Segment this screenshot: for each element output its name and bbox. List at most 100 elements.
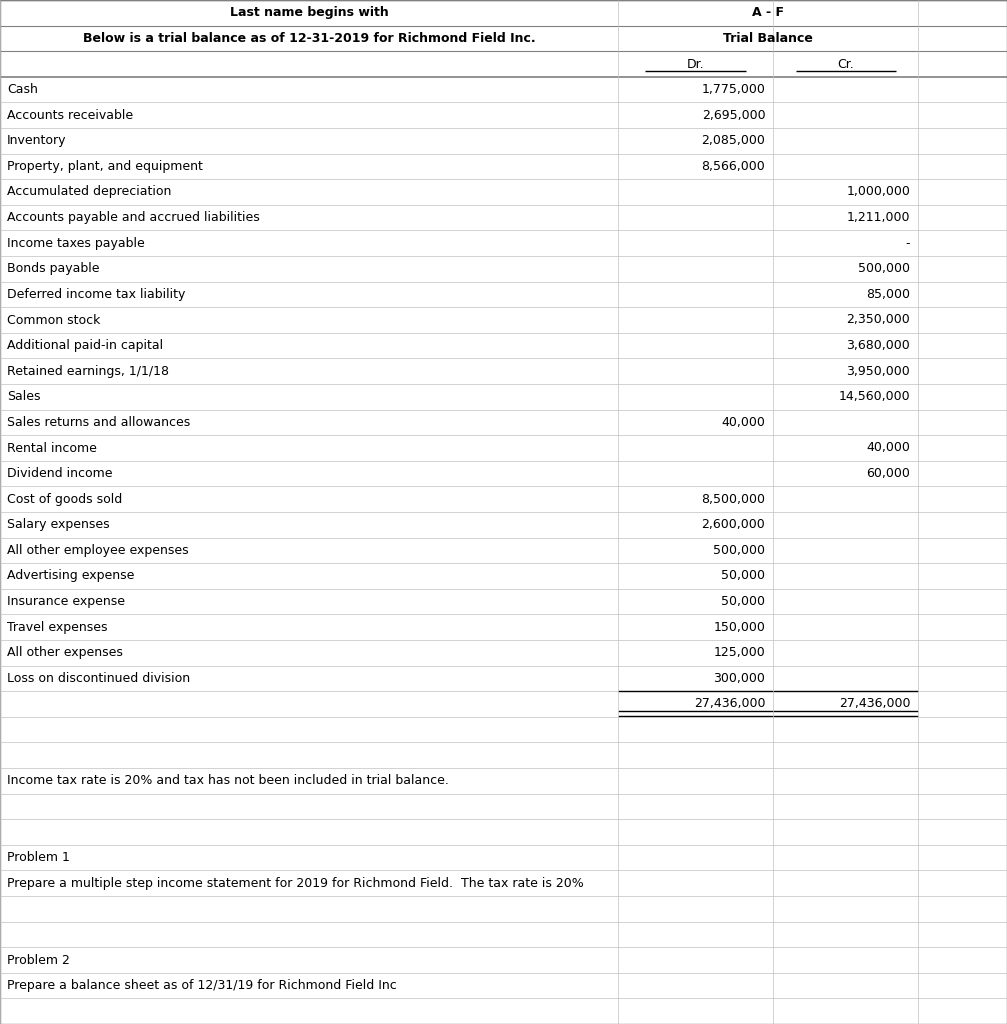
Text: 500,000: 500,000 xyxy=(858,262,910,275)
Bar xyxy=(0,486,618,512)
Bar xyxy=(0,307,618,333)
Bar xyxy=(773,256,918,282)
Bar xyxy=(618,410,773,435)
Bar xyxy=(0,589,618,614)
Bar xyxy=(0,77,618,102)
Bar xyxy=(918,845,1007,870)
Bar xyxy=(918,973,1007,998)
Bar xyxy=(773,614,918,640)
Bar xyxy=(0,691,1007,717)
Bar xyxy=(0,717,1007,742)
Bar xyxy=(0,947,1007,973)
Text: 40,000: 40,000 xyxy=(866,441,910,455)
Bar xyxy=(618,666,773,691)
Bar xyxy=(618,461,773,486)
Bar xyxy=(918,998,1007,1024)
Text: 50,000: 50,000 xyxy=(721,595,765,608)
Bar xyxy=(918,614,1007,640)
Text: 3,680,000: 3,680,000 xyxy=(847,339,910,352)
Bar xyxy=(618,230,773,256)
Text: Dividend income: Dividend income xyxy=(7,467,113,480)
Text: Problem 1: Problem 1 xyxy=(7,851,69,864)
Bar xyxy=(773,589,918,614)
Bar xyxy=(918,742,1007,768)
Bar xyxy=(618,563,773,589)
Bar xyxy=(773,333,918,358)
Bar xyxy=(773,384,918,410)
Text: -: - xyxy=(906,237,910,250)
Text: 8,566,000: 8,566,000 xyxy=(702,160,765,173)
Bar xyxy=(0,461,618,486)
Text: Salary expenses: Salary expenses xyxy=(7,518,110,531)
Text: 85,000: 85,000 xyxy=(866,288,910,301)
Bar xyxy=(618,589,773,614)
Bar xyxy=(773,563,918,589)
Text: Deferred income tax liability: Deferred income tax liability xyxy=(7,288,185,301)
Bar xyxy=(773,486,918,512)
Bar xyxy=(0,666,618,691)
Bar xyxy=(618,282,773,307)
Text: 2,695,000: 2,695,000 xyxy=(702,109,765,122)
Bar xyxy=(918,205,1007,230)
Bar xyxy=(918,333,1007,358)
Text: Income taxes payable: Income taxes payable xyxy=(7,237,145,250)
Text: 27,436,000: 27,436,000 xyxy=(694,697,765,711)
Text: Prepare a multiple step income statement for 2019 for Richmond Field.  The tax r: Prepare a multiple step income statement… xyxy=(7,877,584,890)
Bar xyxy=(0,768,1007,794)
Bar xyxy=(918,282,1007,307)
Bar xyxy=(0,538,618,563)
Bar xyxy=(618,435,773,461)
Bar xyxy=(918,589,1007,614)
Bar xyxy=(918,26,1007,51)
Bar xyxy=(0,614,618,640)
Text: Cr.: Cr. xyxy=(838,57,854,71)
Bar xyxy=(773,435,918,461)
Bar xyxy=(918,435,1007,461)
Bar xyxy=(0,0,618,26)
Text: Accounts payable and accrued liabilities: Accounts payable and accrued liabilities xyxy=(7,211,260,224)
Bar xyxy=(618,512,773,538)
Bar xyxy=(618,384,773,410)
Bar xyxy=(618,333,773,358)
Bar xyxy=(773,307,918,333)
Text: Common stock: Common stock xyxy=(7,313,101,327)
Bar xyxy=(0,128,618,154)
Bar xyxy=(0,256,618,282)
Text: 50,000: 50,000 xyxy=(721,569,765,583)
Text: Inventory: Inventory xyxy=(7,134,66,147)
Text: 60,000: 60,000 xyxy=(866,467,910,480)
Bar xyxy=(918,819,1007,845)
Bar xyxy=(0,358,618,384)
Bar xyxy=(0,205,618,230)
Text: All other employee expenses: All other employee expenses xyxy=(7,544,188,557)
Bar xyxy=(618,614,773,640)
Text: Cost of goods sold: Cost of goods sold xyxy=(7,493,122,506)
Bar xyxy=(918,256,1007,282)
Text: 2,085,000: 2,085,000 xyxy=(702,134,765,147)
Text: Below is a trial balance as of 12-31-2019 for Richmond Field Inc.: Below is a trial balance as of 12-31-201… xyxy=(83,32,536,45)
Bar xyxy=(0,51,1007,77)
Bar xyxy=(0,640,618,666)
Text: Bonds payable: Bonds payable xyxy=(7,262,100,275)
Text: Income tax rate is 20% and tax has not been included in trial balance.: Income tax rate is 20% and tax has not b… xyxy=(7,774,449,787)
Bar xyxy=(0,973,1007,998)
Text: Insurance expense: Insurance expense xyxy=(7,595,125,608)
Text: Advertising expense: Advertising expense xyxy=(7,569,134,583)
Bar xyxy=(918,128,1007,154)
Bar xyxy=(773,282,918,307)
Bar xyxy=(773,128,918,154)
Bar xyxy=(918,896,1007,922)
Bar xyxy=(773,102,918,128)
Text: All other expenses: All other expenses xyxy=(7,646,123,659)
Bar xyxy=(618,26,918,51)
Text: Problem 2: Problem 2 xyxy=(7,953,69,967)
Bar xyxy=(618,538,773,563)
Text: 150,000: 150,000 xyxy=(713,621,765,634)
Bar xyxy=(773,538,918,563)
Bar xyxy=(618,486,773,512)
Bar xyxy=(0,230,618,256)
Bar xyxy=(0,870,1007,896)
Bar xyxy=(918,794,1007,819)
Bar xyxy=(773,179,918,205)
Bar xyxy=(618,128,773,154)
